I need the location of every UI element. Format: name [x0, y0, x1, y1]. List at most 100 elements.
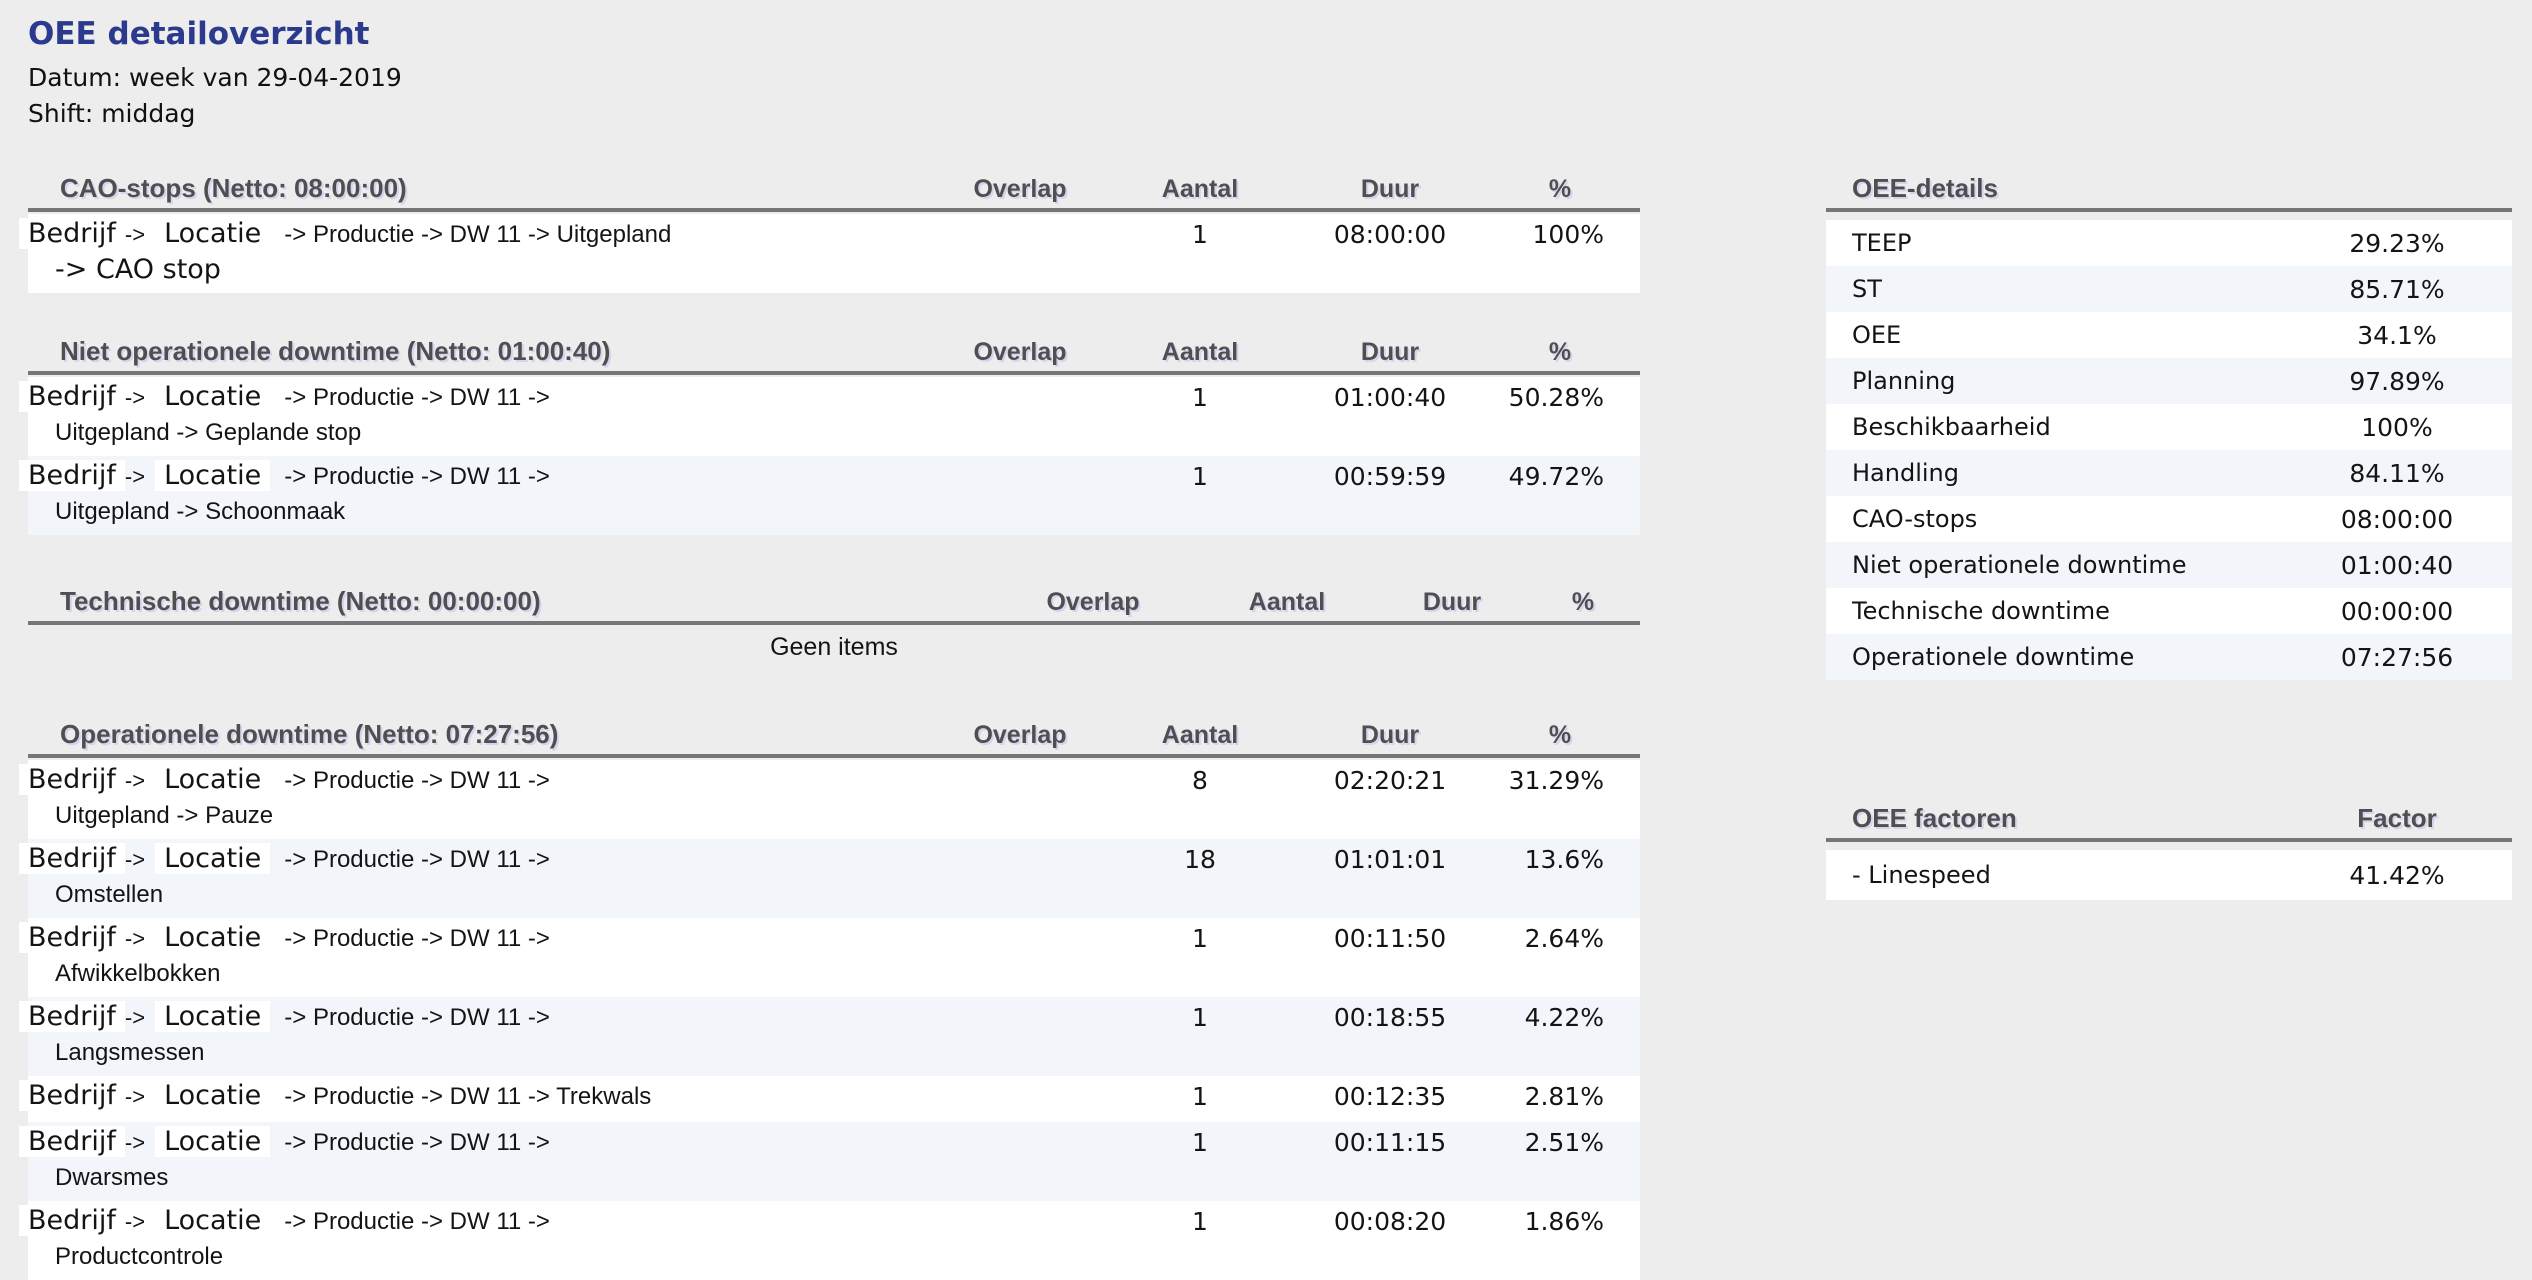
overlap-value [940, 1126, 1100, 1194]
detail-value: 00:00:00 [2340, 596, 2454, 626]
detail-label: Beschikbaarheid [1852, 413, 2051, 441]
pct-value: 2.81% [1524, 1082, 1604, 1111]
column-header-overlap: Overlap [973, 721, 1067, 749]
table-row: Bedrijf -> Locatie -> Productie -> DW 11 ->… [19, 1076, 1640, 1122]
duur-value: 02:20:21 [1333, 766, 1447, 795]
arrow: -> [124, 385, 146, 410]
factor-label: - Linespeed [1852, 861, 1991, 889]
table-row: Bedrijf -> Locatie -> Productie -> DW 11 ->… [19, 839, 1640, 918]
overlap-value [940, 764, 1100, 832]
section-title: CAO-stops (Netto: 08:00:00) [60, 173, 407, 203]
path-cell: Bedrijf -> Locatie -> Productie -> DW 11 ->… [19, 218, 940, 286]
duur-value: 00:59:59 [1333, 462, 1447, 491]
arrow: -> [124, 768, 146, 793]
pct-value: 4.22% [1524, 1003, 1604, 1032]
column-header-duur: Duur [1422, 588, 1482, 616]
aantal-value: 1 [1192, 1207, 1208, 1236]
header-rule [28, 208, 1640, 212]
company-label: Bedrijf [19, 764, 125, 795]
company-label: Bedrijf [19, 1126, 125, 1157]
detail-label: Planning [1852, 367, 1956, 395]
location-label: Locatie [155, 381, 271, 412]
factor-row: - Linespeed 41.42% [1826, 850, 2512, 900]
path-line1: -> Productie -> DW 11 -> [284, 925, 550, 952]
operationele-downtime-table: Operationele downtime (Netto: 07:27:56) … [19, 710, 1640, 1280]
detail-row: TEEP 29.23% [1826, 220, 2512, 266]
detail-row: CAO-stops 08:00:00 [1826, 496, 2512, 542]
duur-value: 01:00:40 [1333, 383, 1447, 412]
path-line2: Uitgepland -> Pauze [55, 802, 274, 829]
column-header-pct: % [1548, 338, 1572, 366]
table-row: Bedrijf -> Locatie -> Productie -> DW 11 ->… [19, 997, 1640, 1076]
detail-row: Handling 84.11% [1826, 450, 2512, 496]
overlap-value [940, 1001, 1100, 1069]
overlap-value [940, 1205, 1100, 1273]
path-cell: Bedrijf -> Locatie -> Productie -> DW 11 ->… [19, 843, 940, 911]
column-header-factor: Factor [2357, 803, 2437, 833]
header-rule [28, 754, 1640, 758]
arrow: -> [124, 1130, 146, 1155]
aantal-value: 1 [1192, 383, 1208, 412]
panel-title: OEE factoren [1852, 803, 2017, 833]
path-line2: -> CAO stop [55, 254, 221, 285]
pct-value: 50.28% [1508, 383, 1604, 412]
report-main-column: OEE detailoverzicht Datum: week van 29-0… [19, 12, 1640, 1280]
column-header-pct: % [1548, 175, 1572, 203]
column-header-overlap: Overlap [973, 338, 1067, 366]
company-label: Bedrijf [19, 843, 125, 874]
duur-value: 00:08:20 [1333, 1207, 1447, 1236]
arrow: -> [124, 1005, 146, 1030]
panel-title: OEE-details [1852, 173, 1998, 203]
column-header-duur: Duur [1360, 721, 1420, 749]
duur-value: 01:01:01 [1333, 845, 1447, 874]
path-cell: Bedrijf -> Locatie -> Productie -> DW 11 ->… [19, 1205, 940, 1273]
detail-value: 97.89% [2349, 366, 2445, 396]
column-header-aantal: Aantal [1161, 721, 1239, 749]
company-label: Bedrijf [19, 922, 125, 953]
oee-details-table: OEE-details TEEP 29.23% ST 85.71% OEE 34… [1826, 164, 2512, 680]
path-line2: Afwikkelbokken [55, 960, 221, 987]
detail-value: 100% [2361, 412, 2433, 442]
location-label: Locatie [155, 843, 271, 874]
path-line2: Uitgepland -> Geplande stop [55, 419, 362, 446]
location-label: Locatie [155, 460, 271, 491]
duur-value: 00:11:15 [1333, 1128, 1447, 1157]
aantal-value: 8 [1192, 766, 1208, 795]
detail-value: 01:00:40 [2340, 550, 2454, 580]
arrow: -> [124, 1084, 146, 1109]
aantal-value: 18 [1184, 845, 1216, 874]
detail-label: CAO-stops [1852, 505, 1978, 533]
table-header-row: Operationele downtime (Netto: 07:27:56) … [28, 710, 1640, 754]
table-header-row: Niet operationele downtime (Netto: 01:00… [28, 327, 1640, 371]
arrow: -> [124, 847, 146, 872]
column-header-aantal: Aantal [1161, 175, 1239, 203]
pct-value: 1.86% [1524, 1207, 1604, 1236]
detail-row: ST 85.71% [1826, 266, 2512, 312]
table-body: Bedrijf -> Locatie -> Productie -> DW 11 ->… [19, 377, 1640, 535]
path-line1: -> Productie -> DW 11 -> [284, 767, 550, 794]
detail-row: Beschikbaarheid 100% [1826, 404, 2512, 450]
section-title: Technische downtime (Netto: 00:00:00) [60, 586, 541, 616]
company-label: Bedrijf [19, 460, 125, 491]
pct-value: 2.51% [1524, 1128, 1604, 1157]
location-label: Locatie [155, 1205, 271, 1236]
detail-row: Technische downtime 00:00:00 [1826, 588, 2512, 634]
detail-label: Operationele downtime [1852, 643, 2135, 671]
header-rule [1826, 208, 2512, 212]
aantal-value: 1 [1192, 924, 1208, 953]
detail-value: 34.1% [2357, 320, 2437, 350]
table-row: Bedrijf -> Locatie -> Productie -> DW 11 ->… [19, 760, 1640, 839]
column-header-duur: Duur [1360, 338, 1420, 366]
pct-value: 13.6% [1524, 845, 1604, 874]
date-line: Datum: week van 29-04-2019 [28, 63, 402, 92]
duur-value: 08:00:00 [1333, 220, 1447, 249]
aantal-value: 1 [1192, 462, 1208, 491]
path-line2: Dwarsmes [55, 1164, 169, 1191]
pct-value: 100% [1532, 220, 1604, 249]
detail-value: 84.11% [2349, 458, 2445, 488]
path-cell: Bedrijf -> Locatie -> Productie -> DW 11 ->… [19, 381, 940, 449]
cao-stops-table: CAO-stops (Netto: 08:00:00) Overlap Aant… [19, 164, 1640, 293]
overlap-value [940, 922, 1100, 990]
aantal-value: 1 [1192, 220, 1208, 249]
table-row: Bedrijf -> Locatie -> Productie -> DW 11 ->… [19, 1201, 1640, 1280]
